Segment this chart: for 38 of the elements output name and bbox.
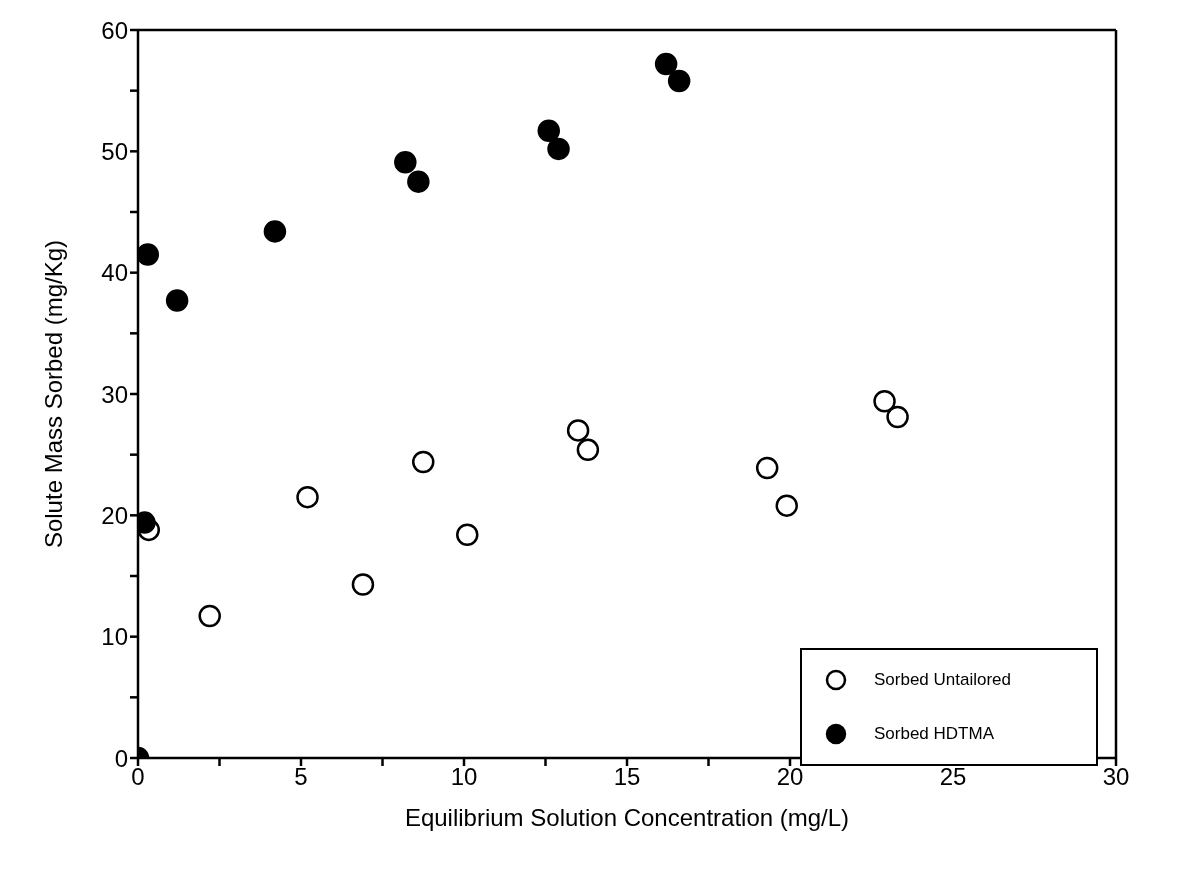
x-tick-label: 10: [450, 763, 478, 791]
y-tick-label: 20: [101, 501, 128, 529]
point: [775, 494, 798, 517]
y-tick-label: 30: [101, 380, 128, 408]
point: [654, 52, 678, 76]
point: [412, 450, 435, 474]
point: [873, 390, 896, 413]
y-tick-label: 60: [101, 16, 128, 44]
y-tick-label: 40: [101, 259, 128, 287]
x-tick-label: 0: [131, 763, 145, 791]
x-tick-label: 5: [294, 763, 308, 791]
point: [263, 220, 287, 243]
x-tick-label: 30: [1102, 763, 1130, 791]
point: [547, 137, 570, 161]
point: [165, 289, 189, 312]
y-axis-title: Solute Mass Sorbed (mg/Kg): [39, 239, 67, 549]
point: [138, 243, 160, 266]
x-tick-label: 25: [939, 763, 967, 791]
point: [537, 119, 561, 142]
point: [576, 438, 600, 462]
point: [667, 69, 691, 93]
y-tick-label: 50: [101, 137, 128, 165]
x-tick-label: 20: [776, 763, 804, 791]
point: [394, 151, 417, 174]
legend-label: Sorbed Untailored: [874, 670, 1012, 690]
x-tick-label: 15: [613, 763, 641, 791]
y-tick-label: 0: [114, 744, 128, 772]
point: [296, 485, 319, 509]
point: [198, 604, 221, 628]
y-tick-label: 10: [101, 623, 128, 651]
point: [566, 419, 590, 442]
point: [755, 456, 779, 480]
point: [886, 405, 909, 429]
legend-label: Sorbed HDTMA: [874, 724, 994, 744]
x-axis-title: Equilibrium Solution Concentration (mg/L): [404, 804, 850, 831]
point: [351, 573, 375, 596]
point: [456, 523, 479, 546]
point: [407, 170, 430, 193]
